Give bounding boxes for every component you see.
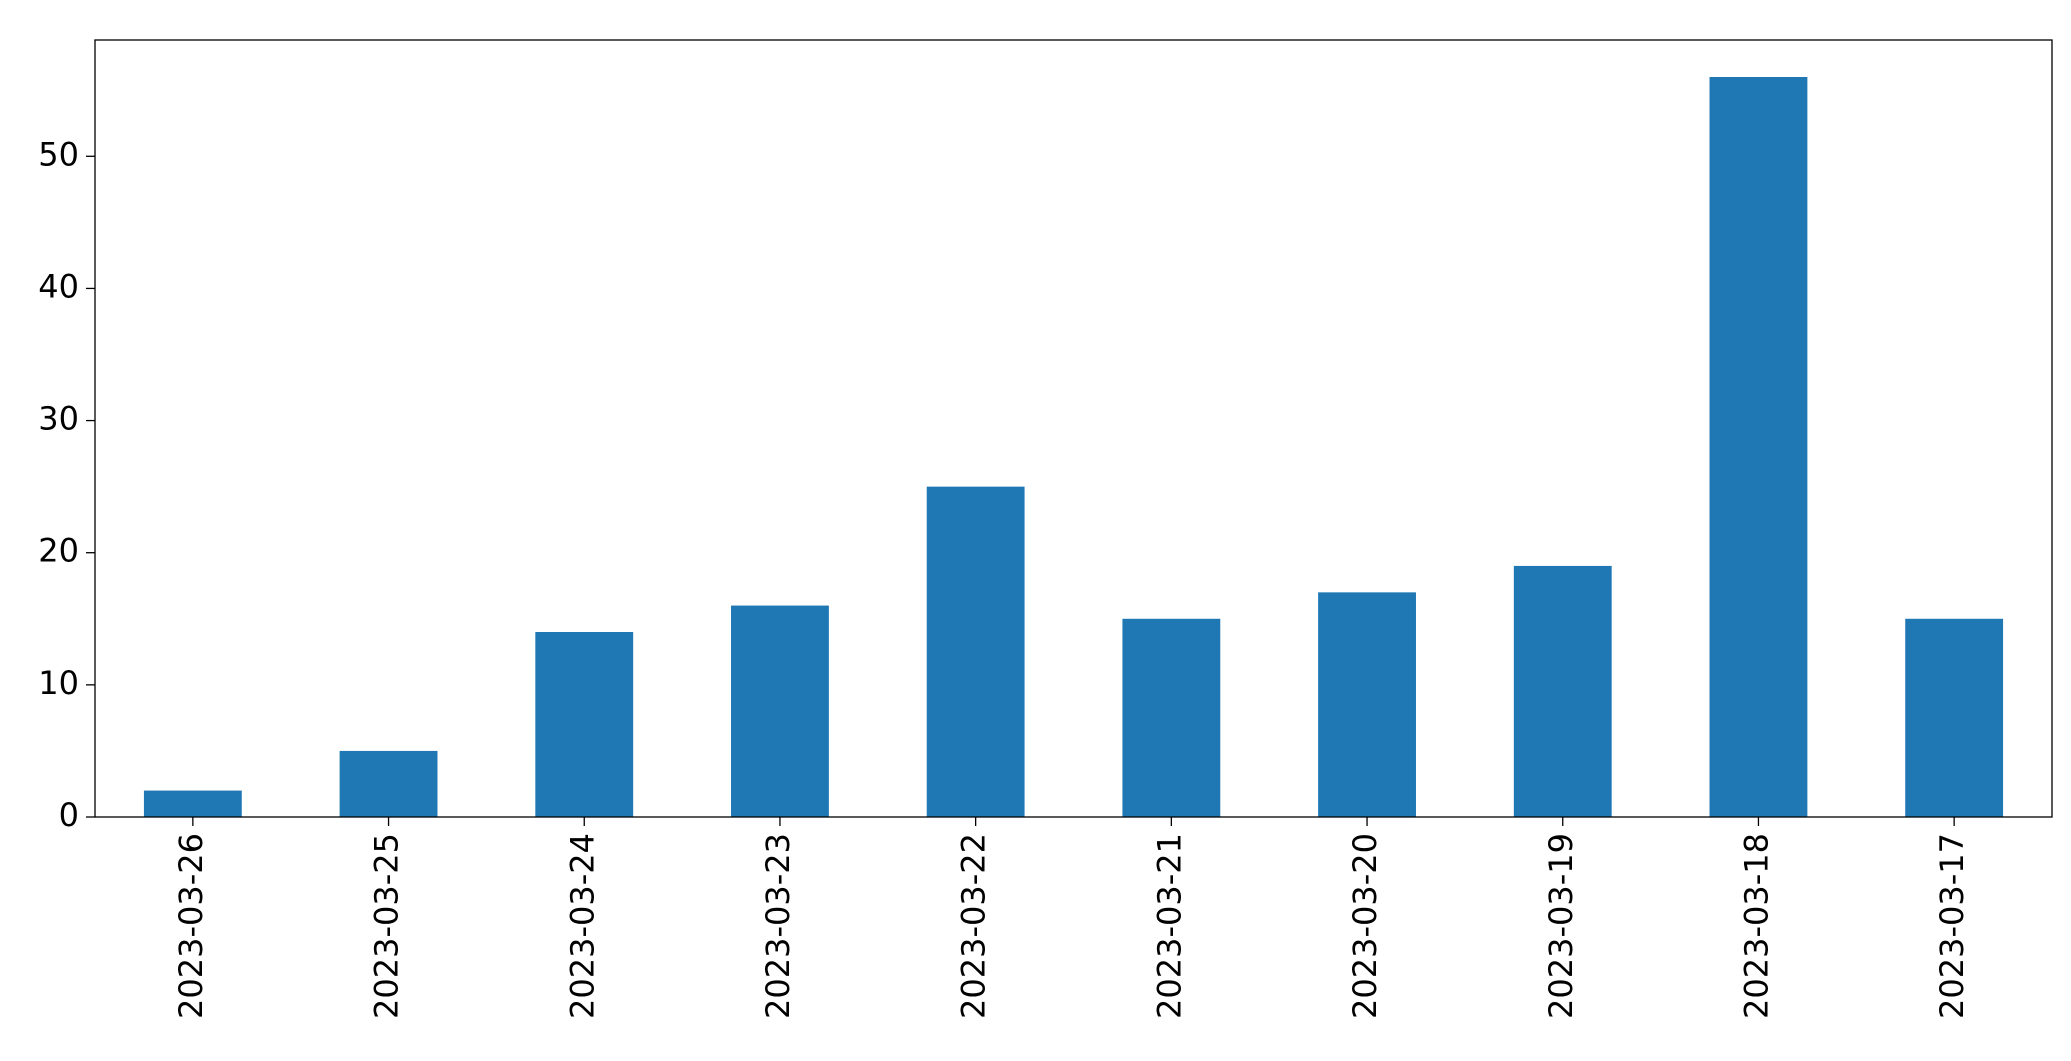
bar: [1122, 618, 1221, 817]
x-tick-label: 2023-03-20: [1346, 833, 1384, 1019]
bar: [535, 632, 634, 817]
bar: [143, 790, 242, 817]
bar: [339, 750, 438, 817]
bar: [731, 605, 829, 817]
x-tick-label: 2023-03-17: [1933, 833, 1971, 1019]
x-tick-label: 2023-03-18: [1737, 833, 1775, 1019]
bar: [926, 486, 1025, 817]
y-tick-label: 50: [38, 135, 79, 173]
x-tick-label: 2023-03-21: [1150, 833, 1188, 1019]
x-tick-label: 2023-03-25: [368, 833, 406, 1019]
y-tick-label: 30: [38, 400, 79, 438]
bar: [1905, 618, 2004, 817]
x-tick-label: 2023-03-19: [1542, 833, 1580, 1019]
x-tick-label: 2023-03-24: [563, 833, 601, 1019]
y-tick-label: 40: [38, 267, 79, 305]
y-tick-label: 0: [59, 796, 79, 834]
x-tick-label: 2023-03-26: [172, 833, 210, 1019]
y-tick-label: 20: [38, 532, 79, 570]
bar: [1318, 592, 1416, 817]
y-tick-label: 10: [38, 664, 79, 702]
bar: [1709, 77, 1808, 817]
axes-frame: [94, 39, 2053, 818]
x-tick-label: 2023-03-23: [759, 833, 797, 1019]
bar: [1513, 565, 1612, 817]
x-tick-label: 2023-03-22: [955, 833, 993, 1019]
